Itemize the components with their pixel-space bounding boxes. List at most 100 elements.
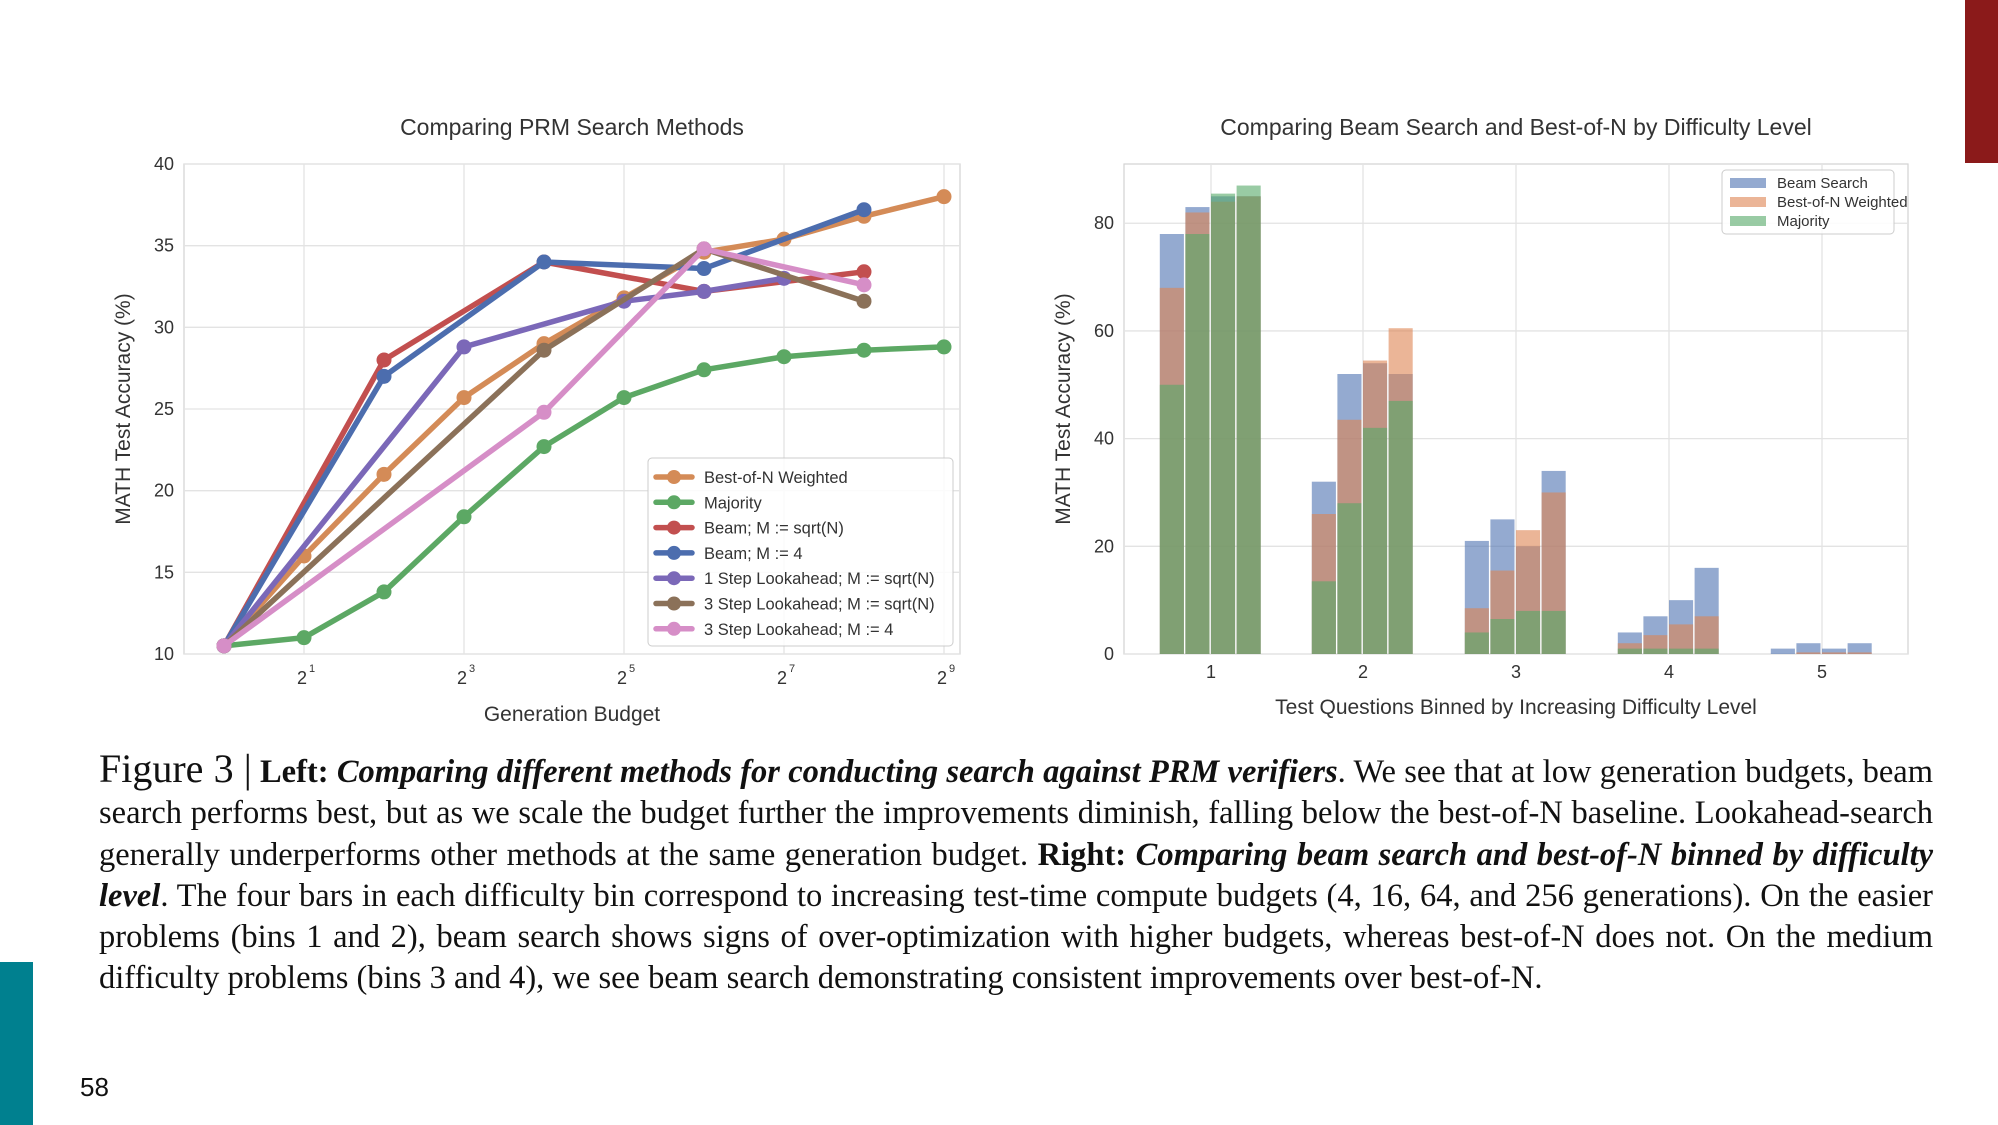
right-legend-swatch [1730, 178, 1766, 188]
left-legend-marker [667, 520, 681, 535]
left-x-tick-label: 2 [777, 668, 787, 688]
right-y-tick-label: 80 [1094, 213, 1114, 233]
left-x-tick-exponent: 5 [629, 663, 635, 675]
right-legend-label: Best-of-N Weighted [1777, 194, 1908, 211]
bar-majority_bar [1211, 193, 1236, 654]
series-6-point [696, 241, 712, 257]
series-1-point [776, 349, 792, 365]
bar-bon_bar [1822, 652, 1847, 654]
series-2-point [376, 352, 392, 368]
caption-right-text: . The four bars in each difficulty bin c… [99, 877, 1933, 997]
series-3-point [696, 261, 712, 277]
left-y-tick-label: 10 [154, 644, 174, 664]
right-x-axis-label: Test Questions Binned by Increasing Diff… [1275, 696, 1757, 719]
series-line-1 [221, 344, 947, 649]
caption-left-title: Comparing different methods for conducti… [336, 754, 1338, 790]
bar-majority_bar [1694, 648, 1719, 654]
left-x-tick-label: 2 [937, 668, 947, 688]
series-0-point [936, 189, 952, 205]
series-1-point [936, 339, 952, 355]
right-y-tick-label: 40 [1094, 429, 1114, 449]
left-x-tick-label: 2 [617, 668, 627, 688]
series-3-point [536, 254, 552, 270]
left-y-axis-label: MATH Test Accuracy (%) [112, 293, 135, 524]
bar-majority_bar [1388, 400, 1413, 654]
series-line-6 [221, 246, 867, 649]
left-y-tick-label: 25 [154, 399, 174, 419]
figure-caption: Figure 3 | Left: Comparing different met… [99, 748, 1933, 1000]
left-legend-label: 3 Step Lookahead; M := 4 [704, 621, 893, 639]
bar-majority_bar [1363, 427, 1388, 654]
bar-majority_bar [1236, 185, 1261, 654]
right-legend-label: Beam Search [1777, 175, 1868, 192]
left-x-axis-label: Generation Budget [484, 703, 660, 726]
series-1-point [696, 362, 712, 378]
right-x-tick-label: 3 [1511, 662, 1521, 682]
series-3-point [376, 368, 392, 384]
series-line-0 [221, 193, 947, 649]
series-4-point [456, 339, 472, 355]
bar-majority_bar [1541, 610, 1566, 654]
left-line-chart: Comparing PRM Search Methods101520253035… [112, 114, 961, 726]
left-legend-marker [667, 545, 681, 560]
right-x-tick-label: 2 [1358, 662, 1368, 682]
series-1-point [616, 390, 632, 406]
right-y-axis-label: MATH Test Accuracy (%) [1052, 293, 1075, 524]
right-x-tick-label: 5 [1817, 662, 1827, 682]
caption-right-title: Comparing beam search and best-of-N binn… [99, 836, 1934, 914]
left-x-tick-exponent: 7 [789, 663, 795, 675]
bar-majority_bar [1311, 581, 1336, 654]
left-legend-marker [667, 470, 681, 484]
page-number: 58 [80, 1072, 109, 1102]
left-y-tick-label: 15 [154, 562, 174, 582]
bar-bon_bar [1847, 652, 1872, 654]
series-1-point [296, 630, 312, 646]
left-legend-marker [667, 495, 681, 510]
left-x-tick-label: 2 [457, 668, 467, 688]
right-x-tick-label: 4 [1664, 662, 1674, 682]
left-x-tick-label: 2 [297, 668, 307, 688]
bar-beam_bar [1822, 648, 1847, 654]
series-1-point [376, 584, 392, 600]
bar-majority_bar [1185, 234, 1210, 654]
bar-bon_bar [1694, 616, 1719, 654]
right-legend-swatch [1730, 197, 1766, 207]
bar-majority_bar [1490, 619, 1515, 654]
bar-majority_bar [1643, 648, 1668, 654]
figure-label: Figure 3 | [99, 746, 252, 791]
series-0-point [376, 466, 392, 482]
left-legend-label: Beam; M := 4 [704, 545, 803, 563]
right-x-tick-label: 1 [1206, 662, 1216, 682]
series-5-point [856, 293, 872, 309]
series-3-point [856, 202, 872, 218]
left-legend-marker [667, 571, 681, 586]
bar-majority_bar [1617, 648, 1642, 654]
left-x-tick-exponent: 1 [309, 663, 315, 675]
series-1-point [536, 439, 552, 455]
left-y-tick-label: 20 [154, 481, 174, 501]
left-legend-marker [667, 621, 681, 636]
bar-bon_bar [1796, 652, 1821, 654]
right-legend-label: Majority [1777, 213, 1830, 230]
series-5-point [536, 342, 552, 358]
left-chart-title: Comparing PRM Search Methods [400, 114, 744, 140]
left-legend-label: Best-of-N Weighted [704, 469, 848, 487]
series-6-point [536, 404, 552, 420]
bar-beam_bar [1847, 643, 1872, 654]
right-bar-chart: Comparing Beam Search and Best-of-N by D… [1052, 114, 1909, 719]
series-1-point [456, 509, 472, 525]
caption-left-label: Left: [259, 754, 329, 790]
left-x-tick-exponent: 3 [469, 663, 475, 675]
left-legend-label: 3 Step Lookahead; M := sqrt(N) [704, 596, 935, 614]
series-line-5 [221, 246, 867, 649]
series-4-point [696, 283, 712, 299]
teal-corner-accent [0, 962, 33, 1125]
right-y-tick-label: 60 [1094, 321, 1114, 341]
left-legend-label: Majority [704, 494, 763, 512]
left-legend-label: Beam; M := sqrt(N) [704, 520, 844, 538]
bar-beam_bar [1770, 648, 1795, 654]
series-6-point [216, 638, 232, 654]
bar-majority_bar [1337, 503, 1362, 654]
caption-right-label: Right: [1037, 836, 1127, 873]
series-2-point [856, 264, 872, 280]
